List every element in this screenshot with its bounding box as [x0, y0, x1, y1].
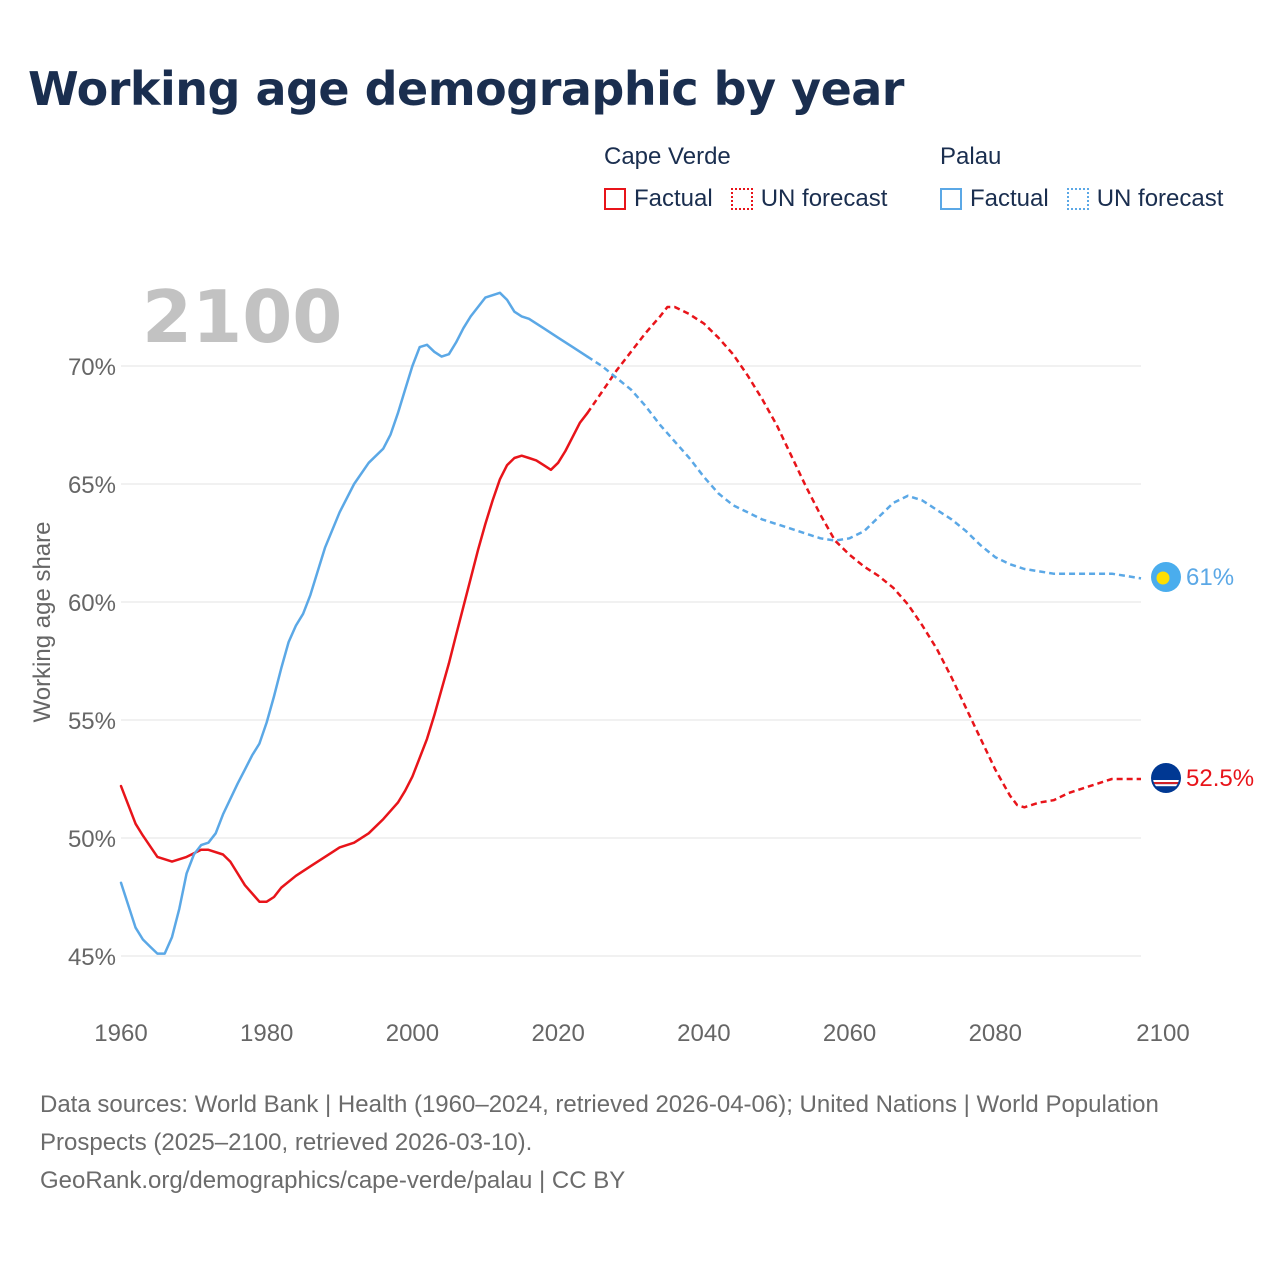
- legend-item-palau-factual[interactable]: Factual: [940, 185, 1049, 213]
- y-tick-label: 55%: [68, 708, 116, 735]
- legend-label: UN forecast: [760, 185, 888, 212]
- legend-swatch-solid: [604, 188, 626, 210]
- x-tick-label: 2020: [531, 1020, 584, 1047]
- series-line-cape-verde-forecast[interactable]: [586, 305, 1141, 809]
- legend-label: Factual: [634, 185, 713, 212]
- x-tick-label: 2100: [1136, 1020, 1189, 1047]
- end-label-palau: 61%: [1186, 564, 1234, 591]
- legend-label: UN forecast: [1096, 185, 1224, 212]
- legend-swatch-dotted: [730, 188, 753, 210]
- y-tick-label: 50%: [68, 826, 116, 853]
- legend-swatch-dotted: [1066, 188, 1089, 210]
- x-tick-label: 1980: [240, 1020, 293, 1047]
- x-tick-label: 2040: [677, 1020, 730, 1047]
- data-sources: Data sources: World Bank | Health (1960–…: [40, 1091, 1159, 1156]
- x-tick-label: 2080: [969, 1020, 1022, 1047]
- legend-item-cape-verde-factual[interactable]: Factual: [604, 185, 713, 213]
- legend-label: Factual: [970, 185, 1049, 212]
- series-lines: [119, 291, 1142, 955]
- cape-verde-flag-icon[interactable]: [1150, 763, 1182, 793]
- legend-item-palau-forecast[interactable]: UN forecast: [1066, 185, 1224, 213]
- palau-flag-icon[interactable]: [1151, 562, 1181, 592]
- y-tick-label: 70%: [68, 354, 116, 381]
- series-line-palau-factual[interactable]: [119, 291, 589, 955]
- legend-item-cape-verde-forecast[interactable]: UN forecast: [730, 185, 888, 213]
- footer: Data sources: World Bank | Health (1960–…: [40, 1086, 1200, 1200]
- x-tick-label: 2000: [386, 1020, 439, 1047]
- y-tick-label: 60%: [68, 590, 116, 617]
- page-title: Working age demographic by year: [28, 62, 905, 116]
- series-line-palau-forecast[interactable]: [586, 355, 1142, 580]
- x-tick-label: 2060: [823, 1020, 876, 1047]
- legend-group-palau: Palau Factual UN forecast: [940, 143, 1241, 213]
- end-label-cape-verde: 52.5%: [1186, 765, 1254, 792]
- legend-swatch-solid: [940, 188, 962, 210]
- x-axis-ticks: 1960 1980 2000 2020 2040 2060 2080 2100: [94, 1020, 1189, 1047]
- y-axis-ticks: 45% 50% 55% 60% 65% 70%: [68, 354, 116, 971]
- y-tick-label: 45%: [68, 944, 116, 971]
- x-tick-label: 1960: [94, 1020, 147, 1047]
- line-chart: 2100 45% 50% 55% 60% 65% 70% 1960 1980 2000 2020…: [29, 275, 1254, 1047]
- source-link[interactable]: GeoRank.org/demographics/cape-verde/pala…: [40, 1167, 626, 1194]
- gridlines: [121, 365, 1141, 957]
- y-tick-label: 65%: [68, 472, 116, 499]
- year-watermark: 2100: [142, 275, 342, 359]
- legend-group-name: Palau: [940, 143, 1002, 170]
- series-line-cape-verde-factual[interactable]: [119, 411, 589, 903]
- legend-group-name: Cape Verde: [604, 143, 731, 170]
- legend-group-cape-verde: Cape Verde Factual UN forecast: [604, 143, 905, 213]
- y-axis-label: Working age share: [29, 522, 56, 723]
